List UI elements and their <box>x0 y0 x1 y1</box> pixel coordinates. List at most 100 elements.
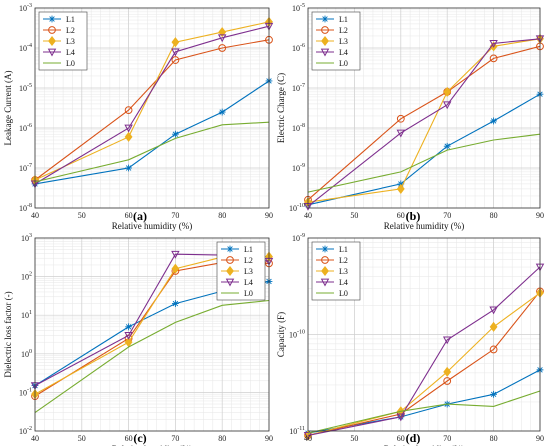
y-tick-label: 10-8 <box>19 203 32 213</box>
data-point-L3 <box>443 86 452 97</box>
x-axis-label: Relative humidity (%) <box>112 444 192 446</box>
data-point-L2 <box>218 44 227 52</box>
legend-marker-L4 <box>225 278 235 287</box>
legend-label-L4: L4 <box>339 48 348 57</box>
x-tick-label: 60 <box>125 434 133 443</box>
data-point-L3 <box>218 27 227 38</box>
x-tick-label: 60 <box>125 211 133 220</box>
data-point-L3 <box>443 366 452 377</box>
data-point-L1 <box>172 130 179 138</box>
axes-frame <box>307 237 541 432</box>
data-point-L4 <box>217 34 227 43</box>
legend-label-L4: L4 <box>244 278 253 287</box>
data-point-L3 <box>489 321 498 332</box>
y-tick-label: 10-6 <box>292 43 305 53</box>
legend-label-L0: L0 <box>244 289 253 298</box>
y-tick-label: 10-9 <box>292 233 305 243</box>
y-tick-label: 101 <box>21 310 32 320</box>
x-tick-label: 50 <box>78 211 86 220</box>
legend-label-L3: L3 <box>244 267 253 276</box>
axes-frame <box>34 237 270 432</box>
y-tick-label: 10-3 <box>19 3 32 13</box>
data-point-L1 <box>172 300 179 307</box>
x-tick-label: 50 <box>350 434 358 443</box>
x-tick-label: 70 <box>171 211 179 220</box>
x-tick-label: 80 <box>490 434 498 443</box>
x-tick-label: 50 <box>350 211 358 220</box>
chart-panel-4: 40 50 60 70 80 90 10-11 10-10 10-9 Relative humid… <box>276 233 545 446</box>
data-point-L2 <box>124 106 133 115</box>
legend-marker-L2 <box>321 256 329 264</box>
panel-label: (b) <box>406 209 421 223</box>
x-tick-label: 50 <box>78 434 86 443</box>
panel-label: (c) <box>133 431 146 445</box>
y-tick-label: 10-10 <box>289 330 305 340</box>
panel-label: (d) <box>406 431 421 445</box>
data-point-L2 <box>171 56 180 64</box>
x-tick-label: 70 <box>443 211 451 220</box>
legend: L1 L2 L3 L4 L0 <box>311 241 361 301</box>
series-line-L0 <box>307 390 541 434</box>
data-point-L3 <box>171 263 180 274</box>
legend-label-L3: L3 <box>66 37 75 46</box>
legend-marker-L2 <box>48 26 56 34</box>
data-point-L4 <box>489 306 498 315</box>
data-point-L2 <box>396 114 405 123</box>
legend-marker-L3 <box>321 265 329 277</box>
legend-marker-L4 <box>320 278 330 287</box>
data-point-L1 <box>125 323 132 331</box>
data-point-L4 <box>442 101 452 110</box>
data-point-L4 <box>124 331 133 340</box>
x-tick-label: 60 <box>397 434 405 443</box>
legend-marker-L1 <box>321 245 329 253</box>
legend: L1 L2 L3 L4 L0 <box>216 241 266 301</box>
series-line-L4 <box>307 38 541 207</box>
x-tick-label: 60 <box>397 211 405 220</box>
axes-frame <box>34 7 270 209</box>
x-axis-label: Relative humidity (%) <box>384 444 464 446</box>
data-point-L4 <box>396 413 406 422</box>
legend-label-L1: L1 <box>339 245 348 254</box>
data-point-L4 <box>171 250 180 259</box>
y-tick-label: 10-10 <box>289 203 305 213</box>
legend-marker-L2 <box>226 256 234 264</box>
y-axis-label: Dielectric loss factor (-) <box>3 291 13 377</box>
y-tick-label: 10-1 <box>19 387 32 397</box>
data-point-L1 <box>125 164 132 172</box>
y-tick-label: 10-7 <box>19 163 32 173</box>
y-axis-label: Leakage Current (A) <box>3 71 13 146</box>
y-tick-label: 10-11 <box>289 426 305 436</box>
legend-marker-L1 <box>226 245 234 253</box>
y-tick-label: 10-7 <box>292 83 305 93</box>
y-axis-label: Electric Charge (C) <box>276 73 286 143</box>
series-line-L0 <box>34 121 270 183</box>
legend-marker-L3 <box>226 265 234 277</box>
panel-label: (a) <box>133 209 147 223</box>
series-line-L4 <box>34 25 270 185</box>
x-tick-label: 40 <box>304 211 312 220</box>
x-tick-label: 90 <box>265 434 273 443</box>
legend-label-L3: L3 <box>339 37 348 46</box>
data-point-L3 <box>171 37 180 48</box>
series-line-L2 <box>307 290 541 436</box>
data-point-L4 <box>303 432 313 440</box>
x-tick-label: 70 <box>443 434 451 443</box>
y-tick-label: 100 <box>21 349 32 359</box>
legend-marker-L3 <box>48 35 56 47</box>
x-tick-label: 90 <box>536 211 544 220</box>
series-line-L0 <box>34 299 270 414</box>
y-tick-label: 10-8 <box>292 123 305 133</box>
y-tick-label: 103 <box>21 233 32 243</box>
data-point-L3 <box>124 131 133 142</box>
data-point-L3 <box>396 183 405 194</box>
x-tick-label: 90 <box>536 434 544 443</box>
legend-label-L1: L1 <box>66 15 75 24</box>
x-tick-label: 90 <box>265 211 273 220</box>
y-tick-label: 10-4 <box>19 43 32 53</box>
legend-label-L0: L0 <box>339 289 348 298</box>
legend-marker-L1 <box>48 15 56 23</box>
x-axis-label: Relative humidity (%) <box>384 221 464 231</box>
x-tick-label: 40 <box>31 434 39 443</box>
legend-label-L1: L1 <box>244 245 253 254</box>
